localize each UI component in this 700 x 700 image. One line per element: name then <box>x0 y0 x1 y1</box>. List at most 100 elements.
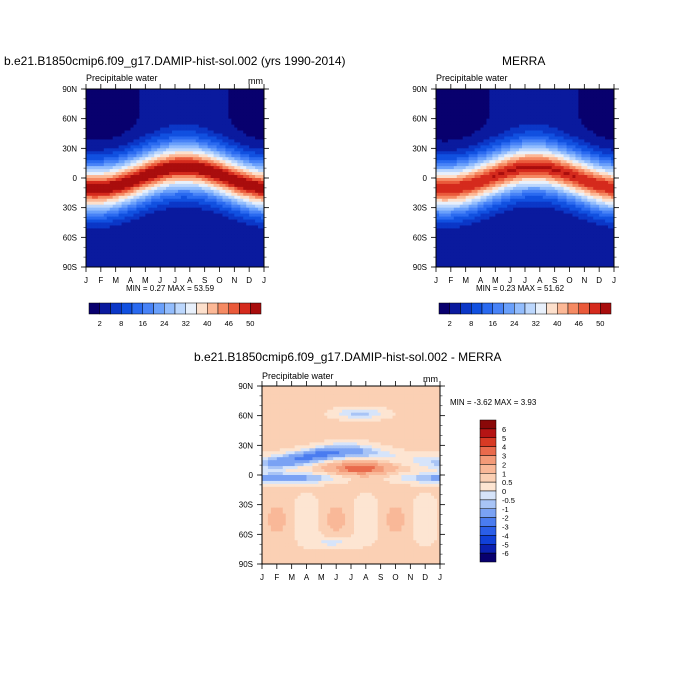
field-cell <box>539 109 544 114</box>
field-cell <box>261 246 265 250</box>
field-cell <box>94 175 99 179</box>
field-cell <box>201 154 206 158</box>
field-cell <box>130 100 134 105</box>
field-cell <box>151 210 155 214</box>
field-cell <box>151 121 155 125</box>
field-cell <box>91 204 96 209</box>
field-cell <box>100 112 105 117</box>
field-cell <box>177 109 182 114</box>
field-cell <box>91 192 96 197</box>
field-cell <box>121 103 125 108</box>
field-cell <box>145 154 149 158</box>
field-cell <box>246 115 250 120</box>
field-cell <box>554 91 559 96</box>
field-cell <box>513 103 517 108</box>
field-cell <box>183 255 188 259</box>
field-cell <box>456 148 461 152</box>
field-cell <box>510 121 514 125</box>
field-cell <box>602 121 606 125</box>
field-cell <box>106 201 111 206</box>
field-cell <box>207 186 211 191</box>
field-cell <box>225 210 229 214</box>
field-cell <box>103 163 108 167</box>
field-cell <box>587 124 591 128</box>
field-cell <box>124 255 128 259</box>
field-cell <box>551 91 556 96</box>
field-cell <box>145 91 149 96</box>
field-cell <box>195 112 200 117</box>
field-cell <box>145 118 149 123</box>
field-cell <box>145 178 149 182</box>
field-cell <box>569 142 573 146</box>
field-cell <box>246 249 250 253</box>
field-cell <box>587 100 591 105</box>
field-cell <box>189 252 194 256</box>
field-cell <box>189 234 194 238</box>
field-cell <box>195 94 200 99</box>
field-cell <box>237 91 241 96</box>
field-cell <box>130 112 134 117</box>
field-cell <box>180 210 185 214</box>
field-cell <box>453 112 458 117</box>
field-cell <box>109 148 114 152</box>
field-cell <box>183 103 188 108</box>
field-cell <box>154 130 158 134</box>
field-cell <box>180 258 185 262</box>
field-cell <box>525 106 529 111</box>
field-cell <box>252 97 256 102</box>
field-cell <box>240 198 244 203</box>
field-cell <box>172 175 176 179</box>
field-cell <box>121 127 125 131</box>
field-cell <box>133 89 137 93</box>
field-cell <box>198 246 203 250</box>
field-cell <box>195 192 200 197</box>
field-cell <box>258 201 262 206</box>
field-cell <box>252 139 256 143</box>
field-cell <box>186 97 191 102</box>
field-cell <box>231 97 235 102</box>
field-cell <box>94 103 99 108</box>
field-cell <box>563 130 567 134</box>
field-cell <box>447 89 452 93</box>
field-cell <box>501 127 505 131</box>
field-cell <box>483 91 487 96</box>
field-cell <box>86 195 90 200</box>
field-cell <box>456 109 461 114</box>
field-cell <box>237 246 241 250</box>
field-cell <box>234 127 238 131</box>
field-cell <box>234 130 238 134</box>
field-cell <box>175 255 179 259</box>
field-cell <box>252 195 256 200</box>
field-cell <box>581 112 585 117</box>
field-cell <box>133 189 137 194</box>
field-cell <box>94 249 99 253</box>
field-cell <box>519 148 523 152</box>
field-cell <box>243 109 247 114</box>
field-cell <box>151 192 155 197</box>
field-cell <box>118 94 122 99</box>
field-cell <box>118 210 122 214</box>
field-cell <box>246 121 250 125</box>
field-cell <box>183 100 188 105</box>
field-cell <box>160 210 164 214</box>
field-cell <box>115 133 120 137</box>
field-cell <box>112 252 117 256</box>
field-cell <box>261 186 265 191</box>
field-cell <box>109 115 114 120</box>
field-cell <box>249 252 253 256</box>
field-cell <box>201 94 206 99</box>
field-cell <box>210 112 214 117</box>
field-cell <box>249 151 253 155</box>
field-cell <box>474 148 478 152</box>
field-cell <box>237 145 241 149</box>
field-cell <box>536 136 541 140</box>
field-cell <box>88 258 93 262</box>
field-cell <box>261 258 265 262</box>
field-cell <box>228 163 232 167</box>
field-cell <box>180 264 185 268</box>
field-cell <box>444 103 449 108</box>
field-cell <box>130 118 134 123</box>
field-cell <box>234 175 238 179</box>
field-cell <box>480 115 484 120</box>
field-cell <box>246 234 250 238</box>
